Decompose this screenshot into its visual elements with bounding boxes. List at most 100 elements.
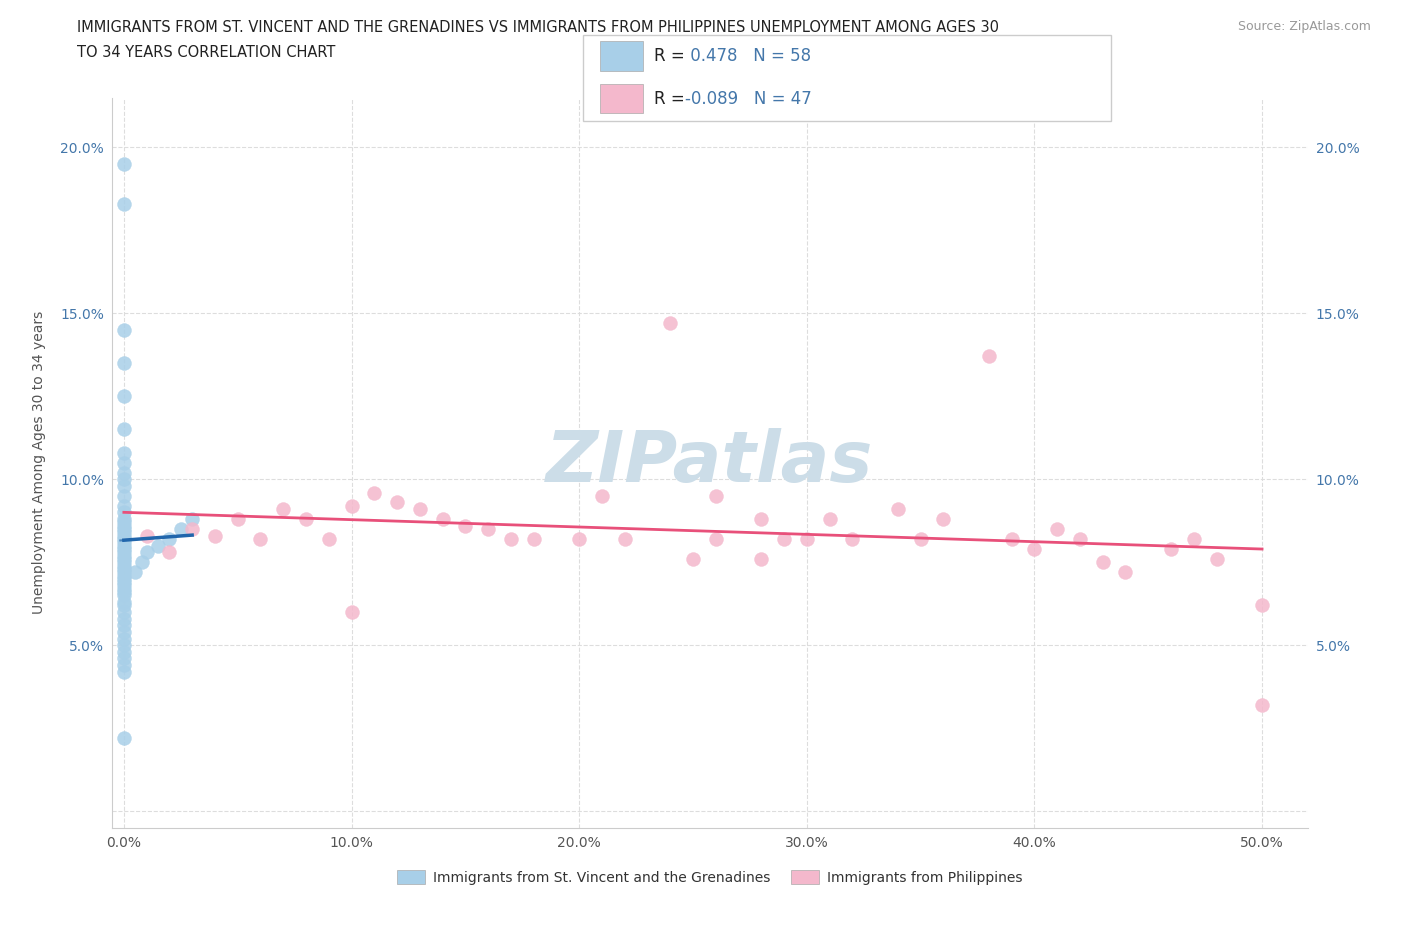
Point: [112, 518, 135, 533]
Point: [112, 568, 135, 583]
Point: [112, 538, 135, 553]
Point: [112, 651, 135, 666]
Point: [112, 588, 135, 603]
Point: [1251, 698, 1274, 712]
Text: R =: R =: [654, 89, 690, 108]
Point: [295, 512, 318, 526]
Point: [112, 551, 135, 566]
Point: [1091, 555, 1114, 570]
Point: [112, 611, 135, 626]
Point: [112, 548, 135, 563]
Point: [112, 562, 135, 577]
Point: [112, 505, 135, 520]
Point: [523, 532, 546, 547]
Point: [112, 578, 135, 593]
Point: [112, 156, 135, 171]
Text: ZIPatlas: ZIPatlas: [547, 428, 873, 498]
Point: [932, 512, 955, 526]
Point: [112, 522, 135, 537]
Point: [112, 498, 135, 513]
Point: [170, 522, 193, 537]
Point: [181, 522, 204, 537]
Point: [613, 532, 636, 547]
Point: [432, 512, 454, 526]
Point: [112, 571, 135, 586]
Point: [591, 488, 613, 503]
Point: [749, 551, 772, 566]
Point: [112, 581, 135, 596]
Point: [112, 558, 135, 573]
Point: [112, 618, 135, 632]
Point: [977, 349, 1000, 364]
Point: [385, 495, 408, 510]
Point: [112, 355, 135, 370]
Point: [112, 731, 135, 746]
Point: [112, 598, 135, 613]
Point: [704, 532, 727, 547]
Point: [204, 528, 226, 543]
Point: [112, 604, 135, 619]
Text: -0.089   N = 47: -0.089 N = 47: [685, 89, 811, 108]
Text: R =: R =: [654, 46, 690, 65]
Point: [112, 535, 135, 550]
Point: [112, 422, 135, 437]
Point: [112, 323, 135, 338]
Point: [112, 585, 135, 600]
Point: [112, 488, 135, 503]
Point: [318, 532, 340, 547]
Point: [818, 512, 841, 526]
Point: [112, 541, 135, 556]
Point: [841, 532, 863, 547]
Point: [112, 512, 135, 526]
Point: [112, 525, 135, 539]
Point: [1024, 541, 1046, 556]
Point: [226, 512, 249, 526]
Point: [112, 196, 135, 211]
Point: [112, 478, 135, 493]
Point: [568, 532, 591, 547]
Point: [112, 545, 135, 560]
Point: [112, 624, 135, 639]
Point: [1001, 532, 1024, 547]
Point: [1160, 541, 1182, 556]
Point: [1251, 598, 1274, 613]
Point: [773, 532, 796, 547]
Point: [112, 644, 135, 659]
Point: [271, 501, 294, 516]
Point: [340, 498, 363, 513]
Point: [477, 522, 499, 537]
Point: [112, 638, 135, 653]
Text: Source: ZipAtlas.com: Source: ZipAtlas.com: [1237, 20, 1371, 33]
Point: [112, 631, 135, 646]
Text: IMMIGRANTS FROM ST. VINCENT AND THE GRENADINES VS IMMIGRANTS FROM PHILIPPINES UN: IMMIGRANTS FROM ST. VINCENT AND THE GREN…: [77, 20, 1000, 35]
Point: [112, 472, 135, 486]
Text: 0.478   N = 58: 0.478 N = 58: [685, 46, 811, 65]
Point: [887, 501, 910, 516]
Point: [112, 555, 135, 570]
Point: [135, 528, 157, 543]
Point: [135, 545, 157, 560]
Point: [112, 575, 135, 590]
Point: [181, 512, 204, 526]
Point: [131, 555, 153, 570]
Point: [409, 501, 432, 516]
Point: [112, 389, 135, 404]
Point: [1205, 551, 1227, 566]
Point: [112, 515, 135, 530]
Point: [682, 551, 704, 566]
Point: [112, 532, 135, 547]
Point: [112, 594, 135, 609]
Point: [1114, 565, 1136, 579]
Point: [796, 532, 818, 547]
Text: TO 34 YEARS CORRELATION CHART: TO 34 YEARS CORRELATION CHART: [77, 45, 336, 60]
Point: [157, 545, 180, 560]
Point: [249, 532, 271, 547]
Y-axis label: Unemployment Among Ages 30 to 34 years: Unemployment Among Ages 30 to 34 years: [32, 311, 46, 615]
Point: [1069, 532, 1091, 547]
Point: [112, 528, 135, 543]
Point: [499, 532, 522, 547]
Point: [749, 512, 772, 526]
Point: [910, 532, 932, 547]
Point: [112, 565, 135, 579]
Point: [659, 316, 682, 331]
